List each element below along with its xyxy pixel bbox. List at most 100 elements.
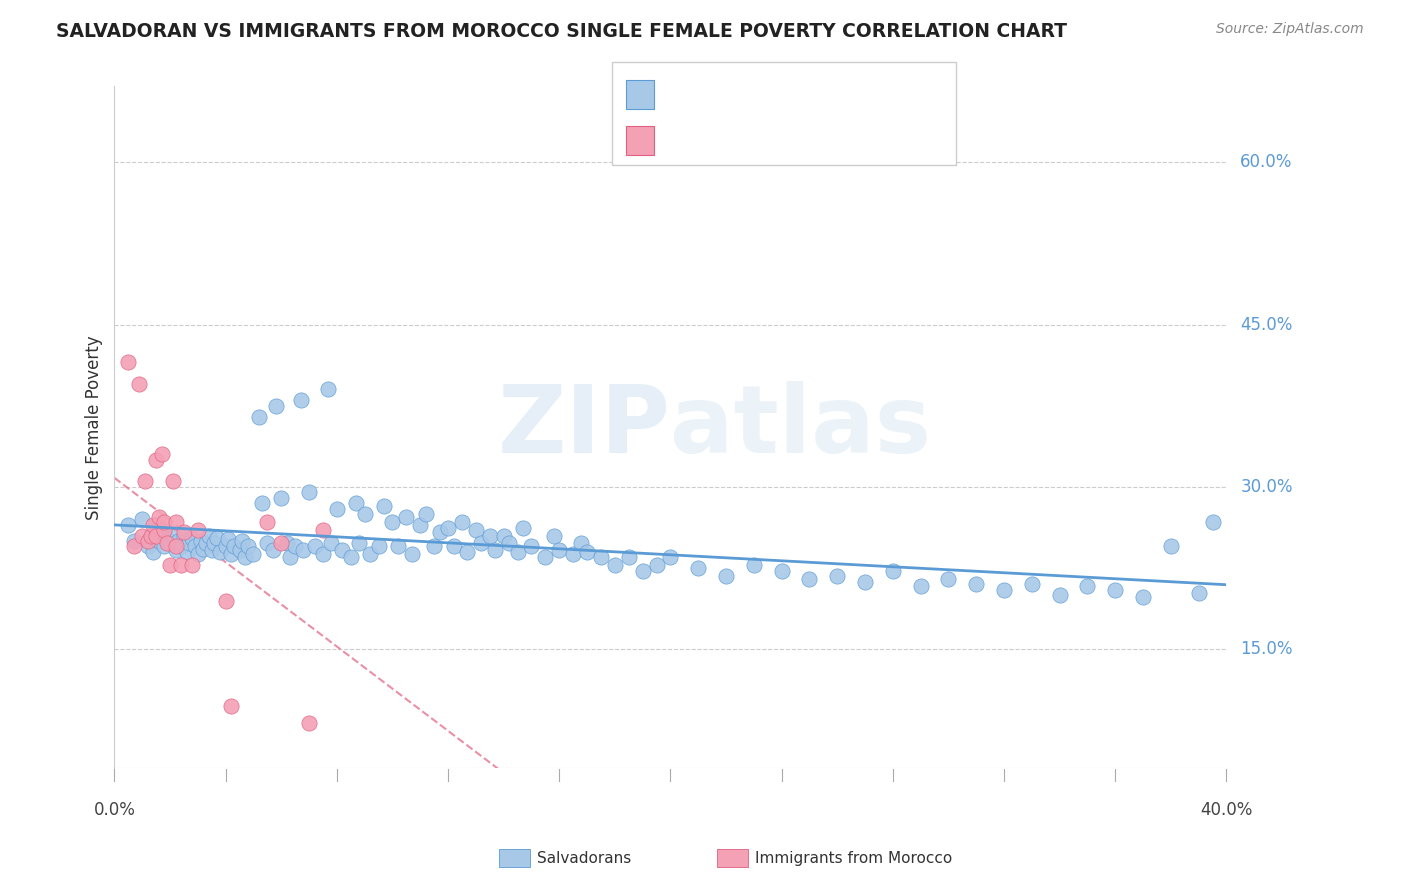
Point	[456, 545, 478, 559]
Point	[965, 577, 987, 591]
Text: ZIP: ZIP	[498, 382, 671, 474]
Point	[145, 517, 167, 532]
Point	[150, 447, 173, 461]
Point	[498, 536, 520, 550]
Point	[176, 545, 198, 559]
Point	[173, 528, 195, 542]
Point	[204, 536, 226, 550]
Point	[534, 550, 557, 565]
Point	[401, 547, 423, 561]
Point	[484, 542, 506, 557]
Point	[339, 550, 361, 565]
Point	[131, 528, 153, 542]
Point	[603, 558, 626, 572]
Point	[332, 542, 354, 557]
Point	[228, 542, 250, 557]
Point	[250, 496, 273, 510]
Point	[373, 500, 395, 514]
Text: Immigrants from Morocco: Immigrants from Morocco	[755, 851, 952, 865]
Point	[318, 383, 340, 397]
Point	[344, 496, 367, 510]
Point	[159, 558, 181, 572]
Point	[799, 572, 821, 586]
Point	[170, 540, 193, 554]
Point	[882, 564, 904, 578]
Point	[136, 540, 159, 554]
Point	[153, 523, 176, 537]
Point	[236, 540, 259, 554]
Point	[190, 533, 212, 548]
Point	[938, 572, 960, 586]
Point	[214, 593, 236, 607]
Point	[256, 536, 278, 550]
Point	[159, 536, 181, 550]
Point	[162, 528, 184, 542]
Point	[247, 409, 270, 424]
Point	[193, 541, 215, 556]
Point	[470, 536, 492, 550]
Point	[1104, 582, 1126, 597]
Point	[571, 536, 593, 550]
Point	[437, 521, 460, 535]
Point	[659, 550, 682, 565]
Point	[150, 525, 173, 540]
Point	[153, 515, 176, 529]
Point	[167, 533, 190, 548]
Text: 45.0%: 45.0%	[1240, 316, 1292, 334]
Text: SALVADORAN VS IMMIGRANTS FROM MOROCCO SINGLE FEMALE POVERTY CORRELATION CHART: SALVADORAN VS IMMIGRANTS FROM MOROCCO SI…	[56, 22, 1067, 41]
Point	[492, 528, 515, 542]
Point	[478, 528, 501, 542]
Point	[217, 532, 239, 546]
Point	[1201, 515, 1223, 529]
Point	[201, 542, 224, 557]
Point	[543, 528, 565, 542]
Point	[359, 547, 381, 561]
Point	[714, 568, 737, 582]
Text: Source: ZipAtlas.com: Source: ZipAtlas.com	[1216, 22, 1364, 37]
Point	[128, 377, 150, 392]
Point	[242, 547, 264, 561]
Point	[131, 512, 153, 526]
Point	[145, 528, 167, 542]
Text: 0.0%: 0.0%	[93, 801, 135, 819]
Point	[207, 531, 229, 545]
Text: 15.0%: 15.0%	[1240, 640, 1294, 658]
Point	[1049, 588, 1071, 602]
Point	[381, 515, 404, 529]
Point	[512, 521, 534, 535]
Point	[645, 558, 668, 572]
Point	[198, 528, 221, 542]
Point	[290, 393, 312, 408]
Point	[443, 540, 465, 554]
Point	[156, 536, 179, 550]
Point	[292, 542, 315, 557]
Text: 60.0%: 60.0%	[1240, 153, 1292, 171]
Point	[148, 533, 170, 548]
Point	[139, 528, 162, 542]
Point	[278, 550, 301, 565]
Point	[1160, 540, 1182, 554]
Point	[233, 550, 256, 565]
Point	[321, 536, 343, 550]
Point	[562, 547, 585, 561]
Point	[256, 515, 278, 529]
Point	[142, 517, 165, 532]
Point	[165, 542, 187, 557]
Text: atlas: atlas	[671, 382, 931, 474]
Point	[187, 547, 209, 561]
Point	[195, 536, 218, 550]
Point	[117, 517, 139, 532]
Point	[162, 475, 184, 489]
Point	[1021, 577, 1043, 591]
Point	[1076, 579, 1098, 593]
Point	[214, 540, 236, 554]
Text: R = -0.222   N = 122: R = -0.222 N = 122	[662, 87, 845, 102]
Point	[429, 525, 451, 540]
Point	[122, 540, 145, 554]
Point	[298, 715, 321, 730]
Point	[993, 582, 1015, 597]
Point	[395, 510, 418, 524]
Point	[312, 523, 335, 537]
Point	[910, 579, 932, 593]
Point	[117, 355, 139, 369]
